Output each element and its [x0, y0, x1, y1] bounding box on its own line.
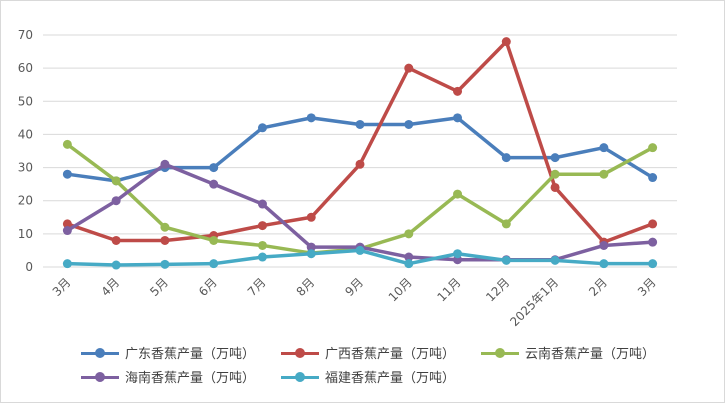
series-4-point-1: [111, 260, 121, 270]
x-tick-label-7: 10月: [386, 275, 415, 304]
series-2-point-3: [209, 235, 219, 245]
series-2-point-9: [501, 219, 511, 229]
legend-label-2: 云南香蕉产量（万吨）: [525, 347, 656, 362]
series-2-point-10: [550, 169, 560, 179]
series-2-point-1: [111, 176, 121, 186]
legend-label-0: 广东香蕉产量（万吨）: [125, 347, 256, 362]
series-line-1: [65, 39, 655, 244]
series-4-point-10: [550, 255, 560, 265]
legend-swatch-4: [281, 371, 320, 383]
series-0-point-6: [355, 119, 365, 129]
series-4-point-4: [257, 252, 267, 262]
series-1-point-2: [160, 235, 170, 245]
legend-item-2: 云南香蕉产量（万吨）: [481, 343, 655, 362]
series-3-point-11: [599, 240, 609, 250]
series-1-point-12: [648, 219, 658, 229]
series-3-point-5: [306, 242, 316, 252]
series-4-point-6: [355, 245, 365, 255]
legend-swatch-2: [481, 347, 520, 359]
series-3-point-1: [111, 196, 121, 206]
series-0-point-8: [453, 113, 463, 123]
legend-item-1: 广西香蕉产量（万吨）: [281, 343, 455, 362]
series-4-point-5: [306, 249, 316, 259]
series-1-point-9: [501, 37, 511, 47]
series-1-point-10: [550, 182, 560, 192]
y-tick-label-50: 50: [18, 94, 33, 108]
series-4-point-8: [453, 249, 463, 259]
series-3-point-7: [404, 252, 414, 262]
series-3-point-3: [209, 179, 219, 189]
series-0-point-3: [209, 163, 219, 173]
series-4-point-2: [160, 259, 170, 269]
y-tick-label-20: 20: [18, 194, 33, 208]
series-2-point-11: [599, 169, 609, 179]
x-tick-label-12: 3月: [635, 275, 659, 299]
series-3-point-2: [160, 159, 170, 169]
series-1-point-7: [404, 63, 414, 73]
x-tick-label-6: 9月: [342, 275, 366, 299]
series-4-point-9: [501, 255, 511, 265]
series-1-point-1: [111, 235, 121, 245]
y-tick-label-0: 0: [25, 260, 33, 274]
series-4-point-0: [62, 259, 72, 269]
series-2-point-8: [453, 189, 463, 199]
series-0-point-11: [599, 143, 609, 153]
y-tick-label-40: 40: [18, 127, 33, 141]
legend-label-1: 广西香蕉产量（万吨）: [325, 347, 456, 362]
series-1-point-5: [306, 212, 316, 222]
x-tick-label-4: 7月: [245, 275, 269, 299]
legend-item-0: 广东香蕉产量（万吨）: [81, 343, 255, 362]
legend-row-2: 海南香蕉产量（万吨） 福建香蕉产量（万吨）: [81, 367, 481, 386]
series-0-point-9: [501, 153, 511, 163]
legend-row-1: 广东香蕉产量（万吨） 广西香蕉产量（万吨） 云南香蕉产量（万吨）: [81, 343, 681, 362]
x-tick-label-3: 6月: [196, 275, 220, 299]
x-tick-label-10: 2025年1月: [507, 275, 561, 329]
series-4-point-12: [648, 259, 658, 269]
legend-swatch-3: [81, 371, 119, 383]
series-4-point-11: [599, 259, 609, 269]
series-2-point-0: [62, 139, 72, 149]
series-1-point-6: [355, 159, 365, 169]
legend-label-4: 福建香蕉产量（万吨）: [325, 371, 456, 386]
legend-item-3: 海南香蕉产量（万吨）: [81, 367, 255, 386]
series-2-point-4: [257, 240, 267, 250]
y-tick-label-10: 10: [18, 227, 33, 241]
x-tick-label-0: 3月: [50, 275, 74, 299]
series-2-point-12: [648, 143, 658, 153]
x-tick-label-2: 5月: [147, 275, 171, 299]
series-0-point-4: [257, 123, 267, 133]
series-3-point-12: [648, 237, 658, 247]
x-tick-label-1: 4月: [98, 275, 122, 299]
series-1-point-4: [257, 221, 267, 231]
series-4-point-3: [209, 259, 219, 269]
series-3-point-0: [62, 226, 72, 236]
series-2-point-7: [404, 229, 414, 239]
x-tick-label-8: 11月: [434, 275, 463, 304]
series-0-point-0: [62, 169, 72, 179]
series-0-point-10: [550, 153, 560, 163]
series-1-point-8: [453, 86, 463, 96]
x-tick-label-11: 2月: [586, 275, 610, 299]
series-3-point-4: [257, 199, 267, 209]
legend-item-4: 福建香蕉产量（万吨）: [281, 367, 455, 386]
series-1-point-0: [62, 219, 72, 229]
series-2-point-2: [160, 222, 170, 232]
series-0-point-7: [404, 119, 414, 129]
legend-swatch-0: [81, 347, 119, 359]
series-0-point-5: [306, 113, 316, 123]
x-tick-label-9: 12月: [483, 275, 512, 304]
legend-label-3: 海南香蕉产量（万吨）: [125, 371, 256, 386]
series-0-point-12: [648, 173, 658, 183]
x-tick-label-5: 8月: [294, 275, 318, 299]
series-4-point-7: [404, 259, 414, 269]
line-chart: 0 10 20 30 40 50 60 70 3月 4月 5月 6月 7月 8月 9月 10月 11月 12月20…: [18, 28, 677, 329]
y-tick-label-30: 30: [18, 161, 33, 175]
y-tick-label-70: 70: [18, 28, 33, 42]
y-tick-label-60: 60: [18, 61, 33, 75]
legend-swatch-1: [281, 347, 320, 359]
